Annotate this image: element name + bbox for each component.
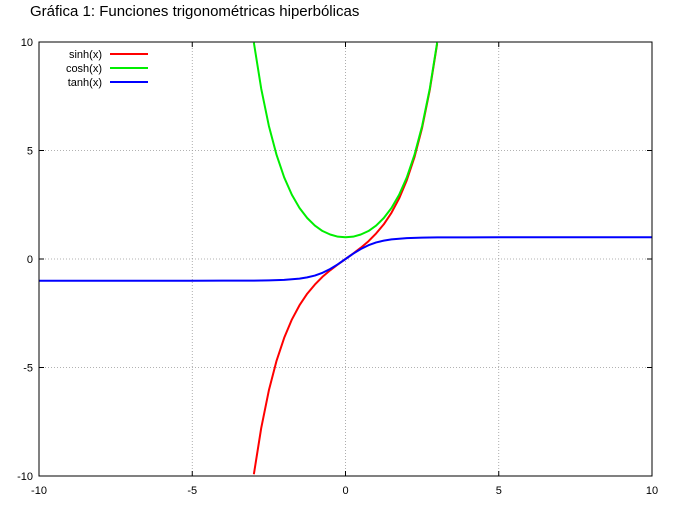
x-tick-label: 0 <box>342 485 348 497</box>
x-tick-label: -10 <box>31 485 47 497</box>
series-lines <box>39 42 652 475</box>
y-tick-label: 10 <box>21 37 33 49</box>
y-tick-label: -10 <box>17 471 33 483</box>
series-line-tanhx <box>39 236 652 282</box>
series-line-coshx <box>252 42 439 239</box>
y-tick-label: -5 <box>23 363 33 375</box>
legend-label: tanh(x) <box>68 77 102 89</box>
axis-ticks: -10 -5 0 5 10 -10 -5 0 5 10 <box>17 37 658 497</box>
legend: sinh(x) cosh(x) tanh(x) <box>66 49 148 89</box>
x-tick-label: 10 <box>646 485 658 497</box>
chart-title: Gráfica 1: Funciones trigonométricas hip… <box>30 3 360 20</box>
y-tick-label: 0 <box>27 254 33 266</box>
x-tick-label: -5 <box>187 485 197 497</box>
x-tick-label: 5 <box>496 485 502 497</box>
legend-label: cosh(x) <box>66 63 102 75</box>
y-tick-label: 5 <box>27 146 33 158</box>
legend-label: sinh(x) <box>69 49 102 61</box>
